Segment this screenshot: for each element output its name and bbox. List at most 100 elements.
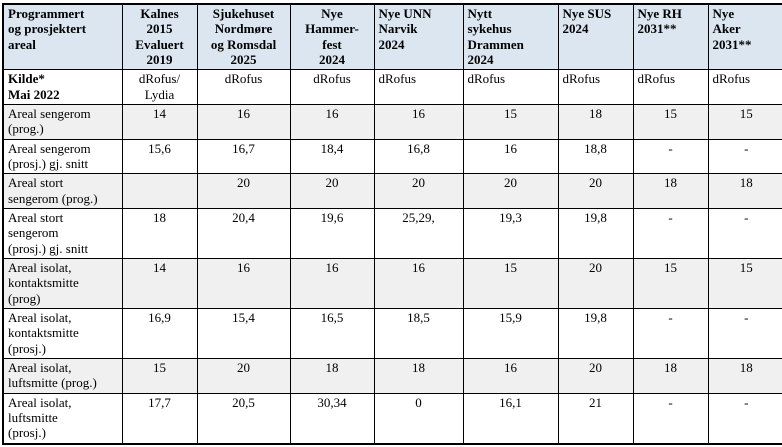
value-cell: 18: [632, 357, 709, 394]
table-row: Areal isolat, kontaktsmitte (prog) 14 16 16…: [2, 257, 782, 309]
value-cell: 20: [557, 257, 634, 309]
value-cell: 20: [462, 173, 559, 209]
table-header: Programmert og prosjektert areal Kalnes 2…: [2, 3, 782, 71]
value-cell: 15: [632, 103, 709, 140]
source-cell: dRofus: [196, 69, 291, 105]
value-cell: 14: [121, 257, 198, 309]
value-cell: 16,5: [289, 307, 375, 359]
area-comparison-table: Programmert og prosjektert areal Kalnes 2…: [2, 3, 782, 445]
value-cell: 16: [373, 103, 464, 140]
value-cell: -: [707, 207, 782, 259]
value-cell: 16,9: [121, 307, 198, 359]
column-header: Nye RH 2031**: [632, 3, 709, 71]
value-cell: 16,7: [196, 138, 291, 175]
source-cell: dRofus: [632, 69, 709, 105]
row-label: Areal stort sengerom (prog.): [2, 173, 123, 209]
value-cell: 17,7: [121, 392, 198, 445]
value-cell: -: [707, 392, 782, 445]
table-body: Kilde* Mai 2022 dRofus/ Lydia dRofus dRofus…: [2, 69, 782, 445]
value-cell: 18: [707, 357, 782, 394]
row-label: Areal isolat, kontaktsmitte (prog): [2, 257, 123, 309]
value-cell: 15: [121, 357, 198, 394]
table-row: Areal stort sengerom (prosj.) gj. snitt 1…: [2, 207, 782, 259]
column-header: Nye SUS 2024: [557, 3, 634, 71]
value-cell: 14: [121, 103, 198, 140]
table-row: Areal isolat, luftsmitte (prog.) 15 20 18 18…: [2, 357, 782, 394]
value-cell: 25,29,: [373, 207, 464, 259]
value-cell: 20: [557, 357, 634, 394]
value-cell: 18: [121, 207, 198, 259]
value-cell: 16: [462, 138, 559, 175]
value-cell: -: [632, 307, 709, 359]
source-row: Kilde* Mai 2022 dRofus/ Lydia dRofus dRofus…: [2, 69, 782, 105]
value-cell: 20: [557, 173, 634, 209]
value-cell: 16: [462, 357, 559, 394]
value-cell: 19,8: [557, 207, 634, 259]
row-label: Areal isolat, luftsmitte (prosj.): [2, 392, 123, 445]
table-row: Areal stort sengerom (prog.) 20 20 20 20 20 18…: [2, 173, 782, 209]
value-cell: 16: [196, 257, 291, 309]
value-cell: 18: [632, 173, 709, 209]
column-header: Nytt sykehus Drammen 2024: [462, 3, 559, 71]
column-header: Sjukehuset Nordmøre og Romsdal 2025: [196, 3, 291, 71]
value-cell: -: [707, 138, 782, 175]
value-cell: 15: [632, 257, 709, 309]
table-row: Areal sengerom (prog.) 14 16 16 16 15 18 15 15: [2, 103, 782, 140]
value-cell: 15: [462, 103, 559, 140]
value-cell: 18,5: [373, 307, 464, 359]
value-cell: 18: [557, 103, 634, 140]
value-cell: 20: [289, 173, 375, 209]
source-cell: dRofus: [462, 69, 559, 105]
value-cell: 19,6: [289, 207, 375, 259]
value-cell: 21: [557, 392, 634, 445]
value-cell: 16: [289, 103, 375, 140]
value-cell: 15: [707, 103, 782, 140]
table-row: Areal isolat, kontaktsmitte (prosj.) 16,9…: [2, 307, 782, 359]
corner-header: Programmert og prosjektert areal: [2, 3, 123, 71]
value-cell: 20: [373, 173, 464, 209]
value-cell: 20: [196, 173, 291, 209]
value-cell: -: [632, 392, 709, 445]
value-cell: 18: [707, 173, 782, 209]
value-cell: 19,3: [462, 207, 559, 259]
value-cell: 15: [707, 257, 782, 309]
value-cell: 15,9: [462, 307, 559, 359]
value-cell: -: [707, 307, 782, 359]
value-cell: 0: [373, 392, 464, 445]
value-cell: 20,4: [196, 207, 291, 259]
source-cell: dRofus: [557, 69, 634, 105]
value-cell: 16: [196, 103, 291, 140]
value-cell: 15,4: [196, 307, 291, 359]
value-cell: 18: [289, 357, 375, 394]
table-row: Areal sengerom (prosj.) gj. snitt 15,6 16,…: [2, 138, 782, 175]
row-label: Areal sengerom (prosj.) gj. snitt: [2, 138, 123, 175]
value-cell: 18: [373, 357, 464, 394]
source-cell: dRofus: [373, 69, 464, 105]
value-cell: 18,4: [289, 138, 375, 175]
value-cell: 18,8: [557, 138, 634, 175]
row-label: Areal stort sengerom (prosj.) gj. snitt: [2, 207, 123, 259]
row-label: Areal isolat, kontaktsmitte (prosj.): [2, 307, 123, 359]
value-cell: 15: [462, 257, 559, 309]
column-header: Nye UNN Narvik 2024: [373, 3, 464, 71]
row-label: Areal isolat, luftsmitte (prog.): [2, 357, 123, 394]
value-cell: 20: [196, 357, 291, 394]
source-cell: dRofus: [289, 69, 375, 105]
source-row-label: Kilde* Mai 2022: [2, 69, 123, 105]
value-cell: 16: [373, 257, 464, 309]
value-cell: -: [632, 138, 709, 175]
column-header: Nye Hammer- fest 2024: [289, 3, 375, 71]
value-cell: -: [632, 207, 709, 259]
value-cell: 30,34: [289, 392, 375, 445]
table-row: Areal isolat, luftsmitte (prosj.) 17,7 20,…: [2, 392, 782, 445]
column-header: Kalnes 2015 Evaluert 2019: [121, 3, 198, 71]
column-header: Nye Aker 2031**: [707, 3, 782, 71]
value-cell: 20,5: [196, 392, 291, 445]
value-cell: 19,8: [557, 307, 634, 359]
header-row: Programmert og prosjektert areal Kalnes 2…: [2, 3, 782, 71]
value-cell: [121, 173, 198, 209]
value-cell: 16,1: [462, 392, 559, 445]
value-cell: 16,8: [373, 138, 464, 175]
value-cell: 15,6: [121, 138, 198, 175]
